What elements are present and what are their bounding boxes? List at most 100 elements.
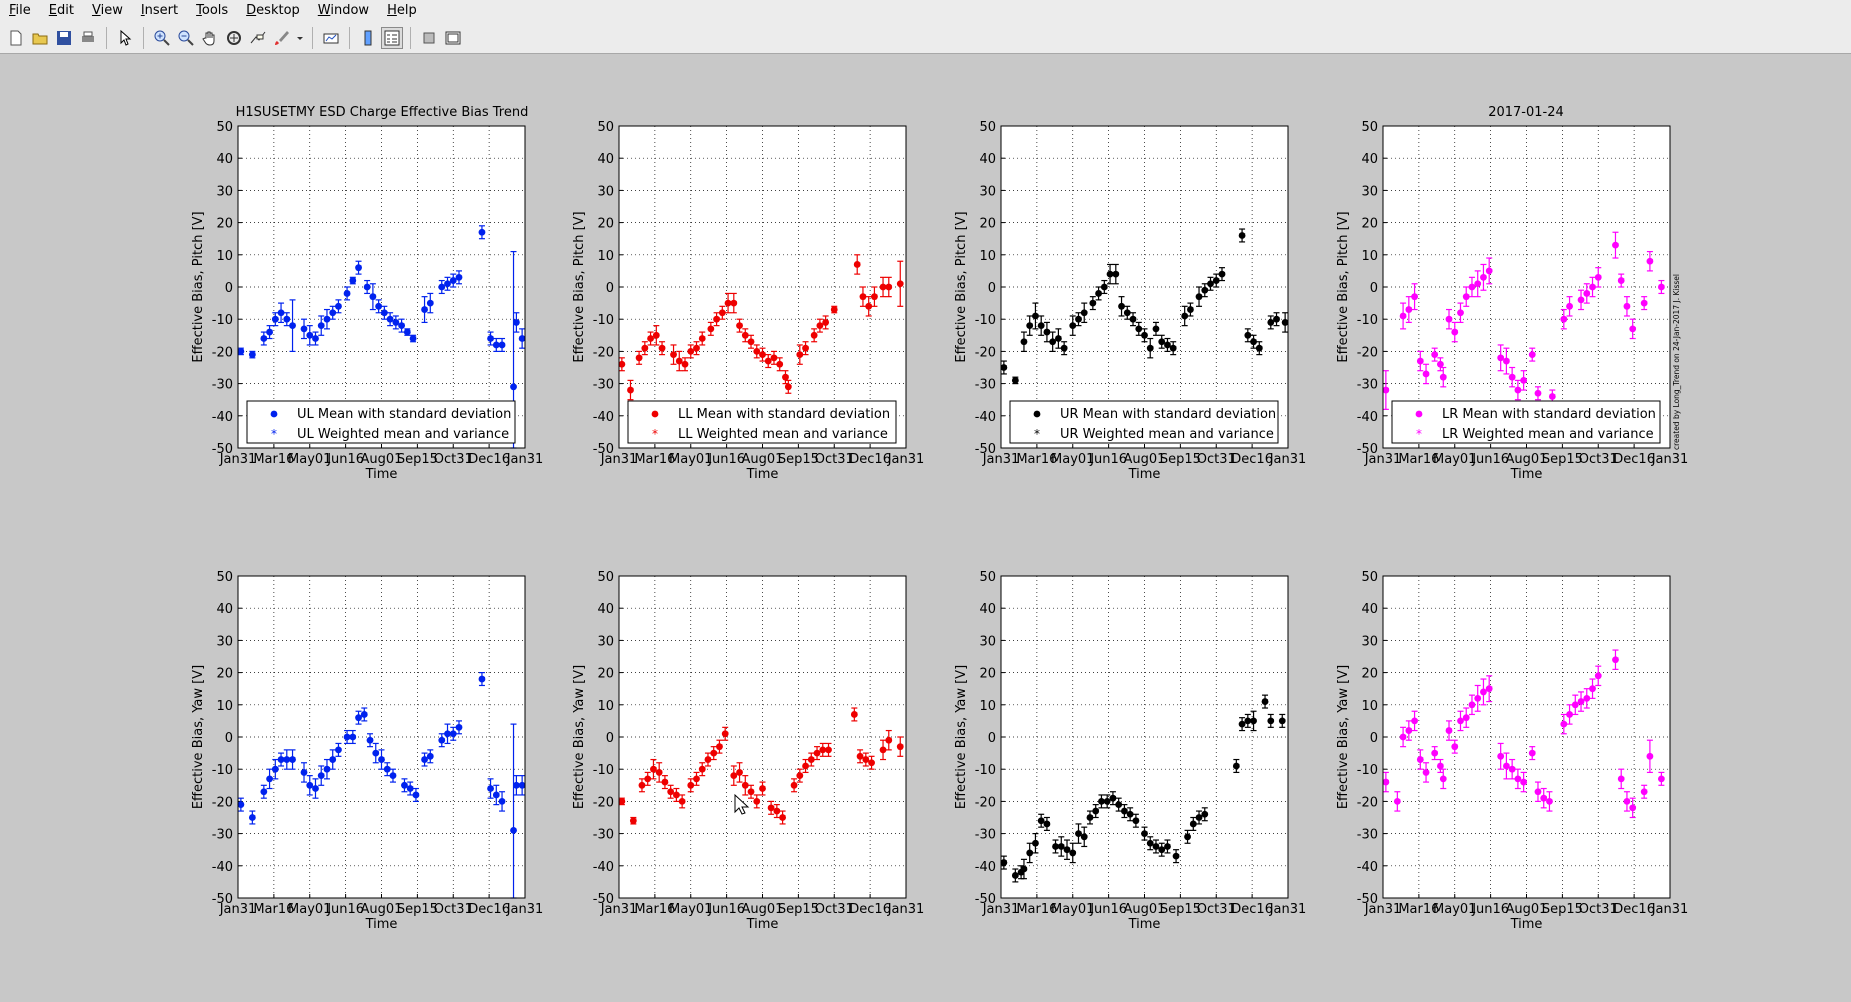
toolbar-separator — [410, 26, 411, 49]
legend[interactable]: * UR Mean with standard deviation UR Weigh… — [1009, 400, 1279, 444]
weighted-marker: * — [870, 759, 875, 770]
mean-marker — [796, 351, 804, 359]
weighted-marker: * — [452, 730, 457, 741]
legend-weighted-marker: * — [652, 427, 658, 441]
data-point: * — [1485, 675, 1493, 703]
legend[interactable]: * LL Mean with standard deviation LL Weigh… — [627, 400, 897, 444]
new-figure-icon[interactable] — [5, 27, 27, 49]
subplot-ur-pitch[interactable]: 50403020100-10-20-30-40-50Jan31Mar16May0… — [954, 120, 1306, 482]
mean-marker — [1534, 389, 1542, 397]
rotate-3d-icon[interactable] — [223, 27, 245, 49]
mean-marker — [1057, 843, 1065, 850]
x-tick-label: Aug01 — [1124, 452, 1166, 467]
hide-plot-tools-icon[interactable] — [418, 27, 440, 49]
brush-icon[interactable] — [271, 27, 293, 49]
weighted-marker: * — [495, 341, 500, 352]
zoom-out-icon[interactable] — [175, 27, 197, 49]
show-plot-tools-icon[interactable] — [442, 27, 464, 49]
data-point: * — [629, 817, 637, 828]
data-point: * — [403, 328, 411, 339]
data-point: * — [627, 379, 634, 401]
menu-insert[interactable]: Insert — [140, 3, 179, 18]
weighted-marker: * — [755, 347, 760, 358]
zoom-in-icon[interactable] — [151, 27, 173, 49]
mean-marker — [487, 785, 494, 792]
mean-marker — [1000, 859, 1008, 866]
weighted-marker: * — [798, 772, 803, 783]
mean-marker — [693, 344, 700, 352]
menu-help[interactable]: Help — [387, 3, 417, 18]
subplot-lr-yaw[interactable]: 50403020100-10-20-30-40-50Jan31Mar16May0… — [1336, 570, 1688, 932]
data-point: * — [455, 720, 462, 735]
weighted-marker: * — [1614, 241, 1619, 252]
y-tick-label: 40 — [1361, 602, 1378, 617]
subplot-lr-pitch[interactable]: 50403020100-10-20-30-40-50Jan31Mar16May0… — [1336, 120, 1688, 482]
mean-marker — [718, 309, 726, 317]
x-tick-label: May01 — [288, 452, 331, 467]
menu-view[interactable]: View — [91, 3, 123, 18]
mean-marker — [1080, 309, 1088, 317]
data-point: * — [770, 350, 777, 365]
dropdown-arrow-icon[interactable] — [295, 27, 305, 49]
subplot-ll-pitch[interactable]: 50403020100-10-20-30-40-50Jan31Mar16May0… — [572, 120, 924, 482]
data-cursor-icon[interactable] — [247, 27, 269, 49]
legend-icon[interactable] — [381, 26, 403, 49]
legend[interactable]: * UL Mean with standard deviation UL Weigh… — [246, 400, 516, 444]
mean-marker — [401, 781, 408, 789]
data-point: * — [283, 312, 290, 327]
colorbar-icon[interactable] — [357, 27, 379, 49]
mean-marker — [1431, 351, 1439, 359]
data-point: * — [753, 344, 760, 359]
subplot-ur-yaw[interactable]: 50403020100-10-20-30-40-50Jan31Mar16May0… — [954, 570, 1306, 932]
data-point: * — [329, 305, 336, 320]
weighted-marker: * — [303, 768, 308, 779]
data-point: * — [449, 726, 457, 741]
weighted-marker: * — [394, 318, 399, 329]
menu-window[interactable]: Window — [317, 3, 370, 18]
weighted-marker: * — [772, 354, 777, 365]
mean-marker — [1612, 656, 1619, 664]
data-point: * — [260, 331, 267, 346]
mean-marker — [1439, 373, 1447, 381]
open-file-icon[interactable] — [29, 27, 51, 49]
legend[interactable]: * LR Mean with standard deviation LR Weigh… — [1391, 400, 1661, 444]
menu-edit[interactable]: Edit — [48, 3, 74, 18]
legend-box — [1009, 400, 1279, 444]
mean-marker — [421, 306, 428, 313]
mean-marker — [1468, 283, 1476, 291]
data-point: * — [796, 768, 803, 783]
mean-marker — [349, 733, 357, 741]
weighted-marker: * — [727, 299, 732, 310]
mean-marker — [1540, 794, 1548, 802]
mean-marker — [492, 341, 500, 349]
weighted-marker: * — [1442, 373, 1447, 384]
subplot-ul-pitch[interactable]: 50403020100-10-20-30-40-50Jan31Mar16May0… — [191, 120, 543, 482]
data-point: * — [736, 318, 743, 333]
y-tick-label: 50 — [979, 120, 996, 135]
print-icon[interactable] — [77, 27, 99, 49]
data-point: * — [1181, 305, 1188, 327]
mean-marker — [629, 817, 637, 825]
weighted-marker: * — [1160, 846, 1165, 857]
pointer-icon[interactable] — [114, 27, 136, 49]
weighted-marker: * — [1516, 386, 1521, 397]
menu-tools[interactable]: Tools — [196, 3, 229, 18]
weighted-marker: * — [1542, 794, 1547, 805]
menu-file[interactable]: File — [9, 3, 31, 18]
data-point: * — [1416, 749, 1424, 770]
menu-desktop[interactable]: Desktop — [246, 3, 300, 18]
data-point: * — [349, 729, 357, 745]
mean-marker — [1132, 817, 1140, 825]
subplot-ul-yaw[interactable]: 50403020100-10-20-30-40-50Jan31Mar16May0… — [191, 570, 543, 932]
link-plot-icon[interactable] — [320, 27, 342, 49]
pan-hand-icon[interactable] — [199, 27, 221, 49]
y-tick-label: 20 — [1361, 217, 1378, 232]
save-icon[interactable] — [53, 27, 75, 49]
x-tick-label: Jun16 — [326, 902, 364, 917]
weighted-marker: * — [1548, 797, 1553, 808]
weighted-marker: * — [1402, 312, 1407, 323]
mean-marker — [1462, 293, 1470, 301]
data-point: * — [1158, 334, 1165, 349]
subplot-ll-yaw[interactable]: 50403020100-10-20-30-40-50Jan31Mar16May0… — [572, 570, 924, 932]
weighted-marker: * — [515, 781, 520, 792]
